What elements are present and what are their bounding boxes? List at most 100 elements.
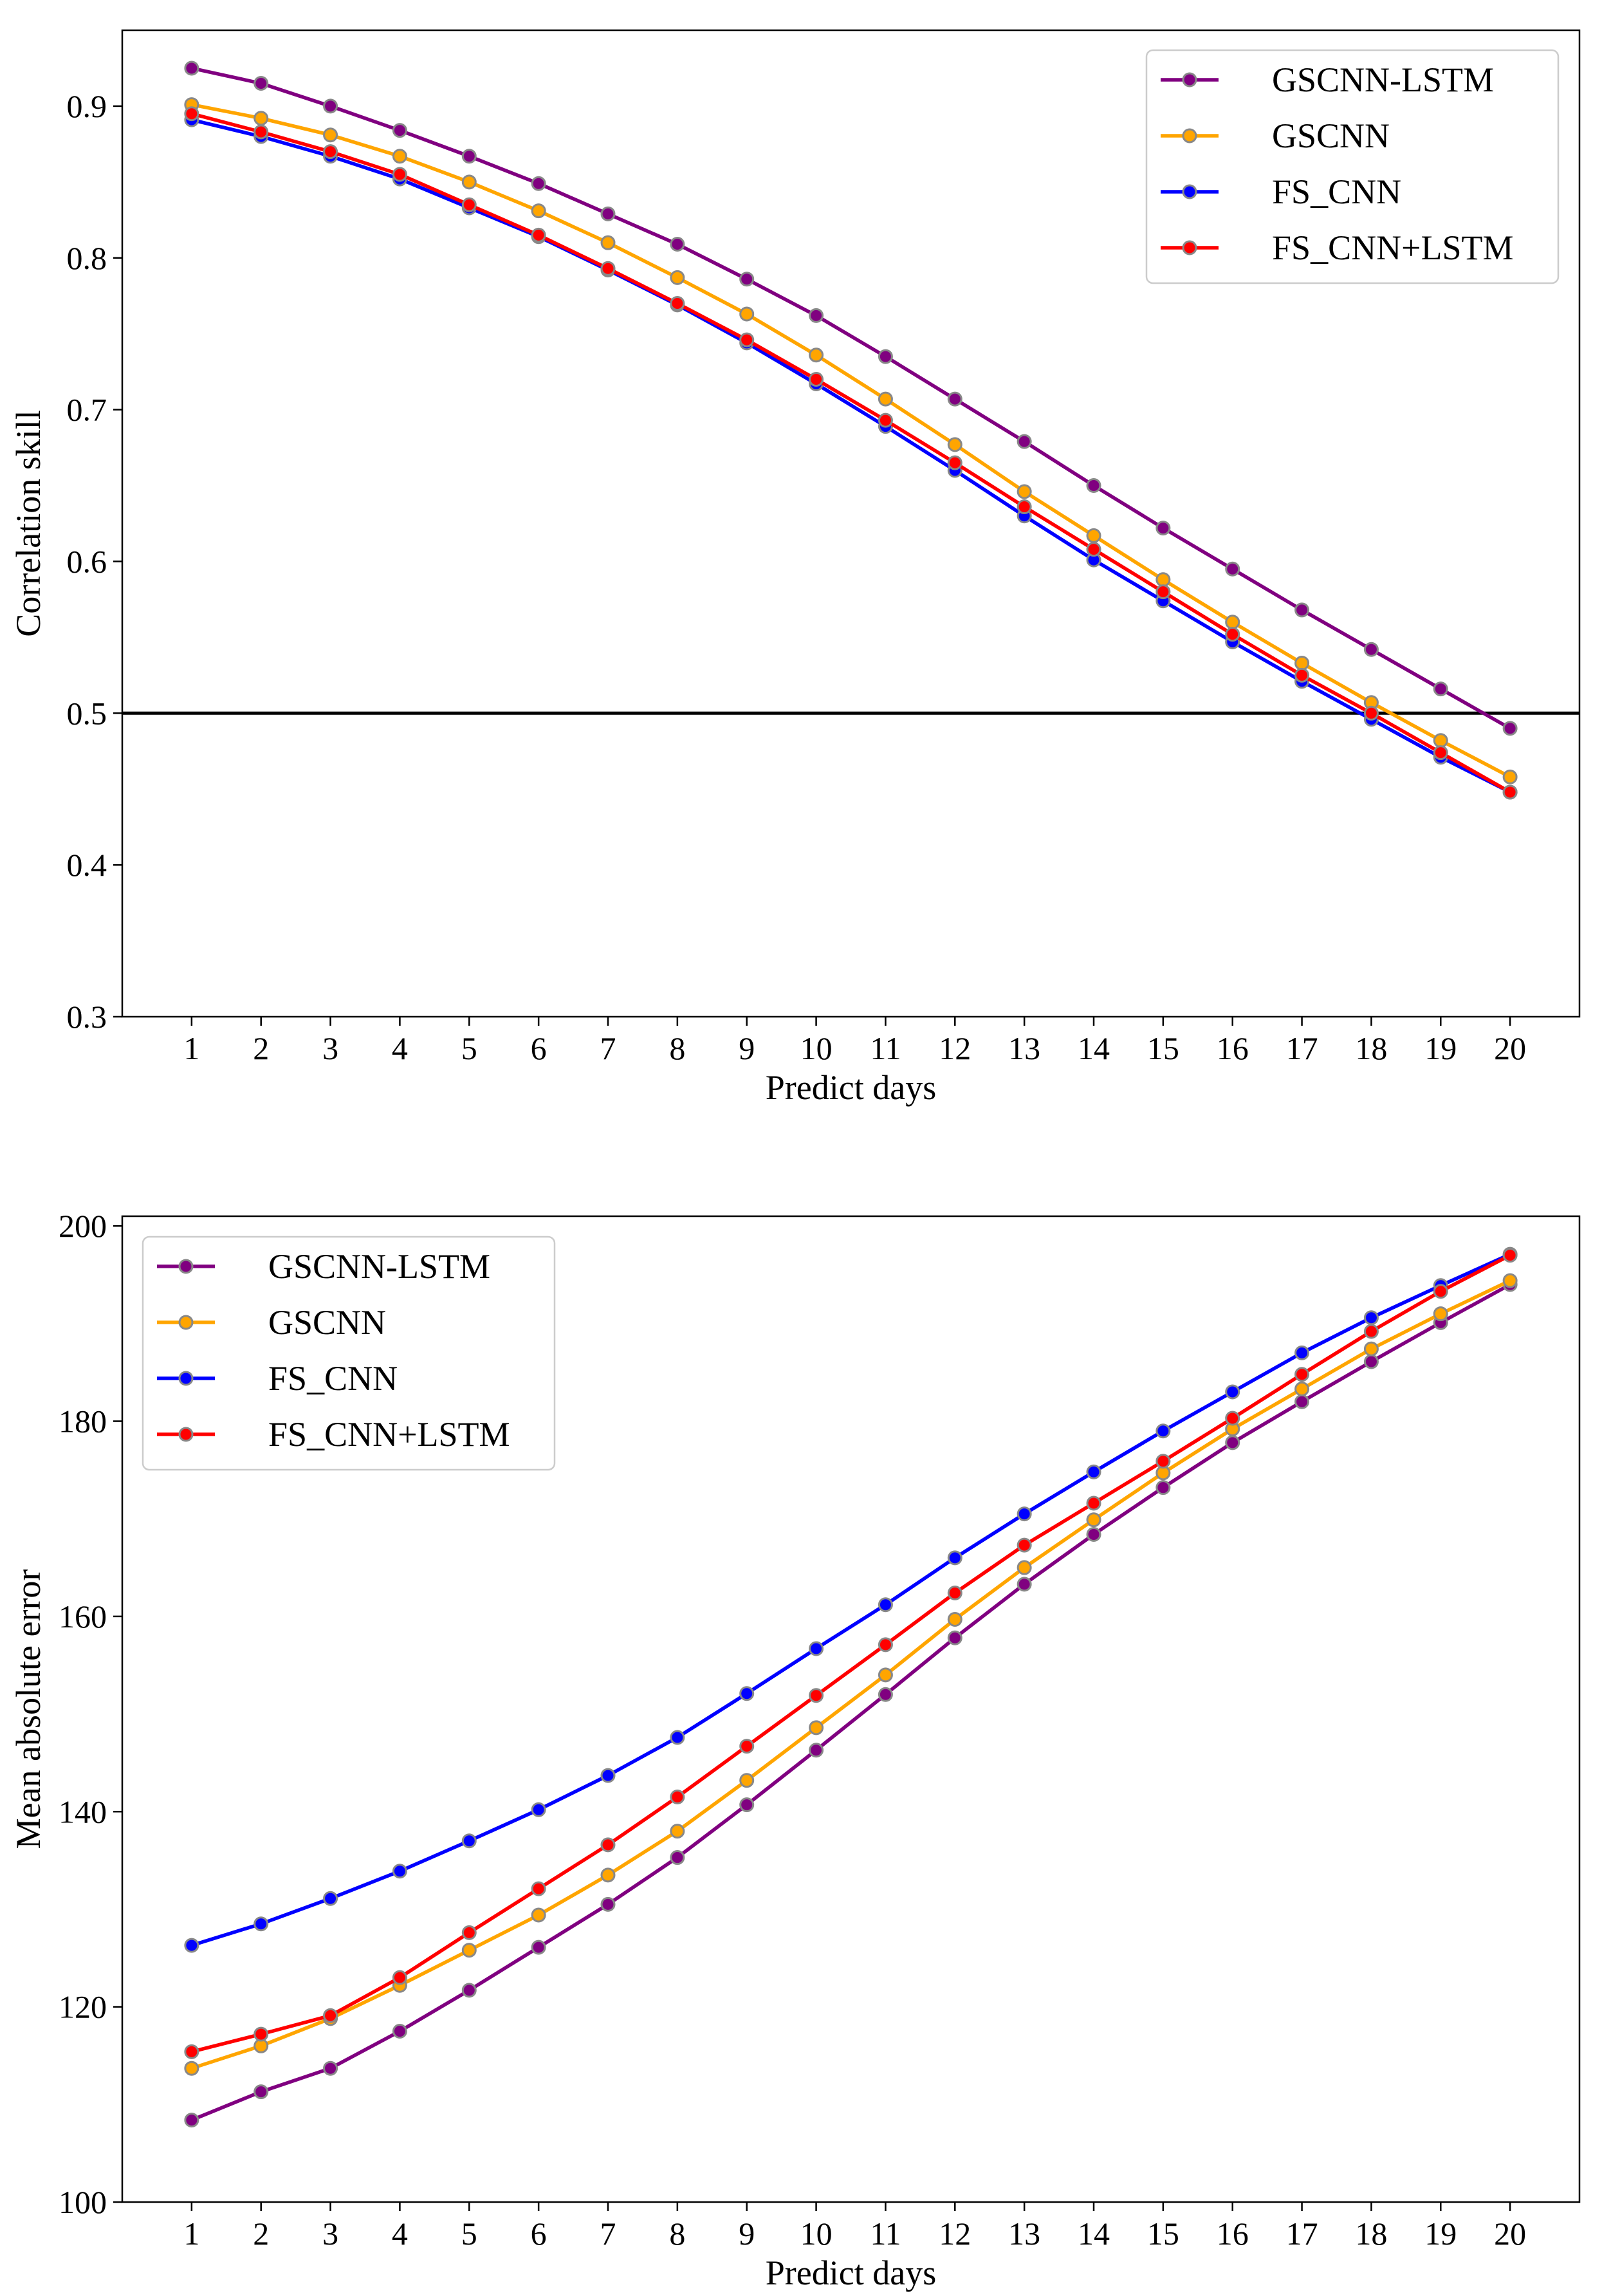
legend-label-fs-cnn-lstm: FS_CNN+LSTM (1272, 228, 1514, 267)
data-point-fs-cnn (600, 1768, 616, 1783)
y-tick-label: 180 (59, 1403, 107, 1440)
data-point-gscnn-lstm (184, 60, 199, 76)
data-point-fs-cnn (1086, 1464, 1101, 1479)
y-tick-label: 0.5 (67, 695, 107, 731)
data-point-fs-cnn-lstm (1294, 667, 1310, 683)
data-point-fs-cnn-lstm (1155, 584, 1171, 600)
x-tick-label: 5 (461, 1030, 477, 1066)
data-point-gscnn-lstm (323, 2060, 338, 2076)
data-point-fs-cnn-lstm (1363, 1324, 1379, 1339)
data-point-fs-cnn (947, 1550, 962, 1566)
data-point-gscnn (1502, 1273, 1518, 1288)
data-point-gscnn (809, 1720, 824, 1736)
data-point-gscnn-lstm (323, 98, 338, 114)
series-line-gscnn-lstm (191, 66, 1511, 730)
data-point-fs-cnn (1363, 1310, 1379, 1326)
x-tick-label: 5 (461, 2216, 477, 2252)
data-point-fs-cnn-lstm (461, 1925, 477, 1940)
x-tick-label: 12 (939, 1030, 971, 1066)
data-point-gscnn-lstm (184, 2113, 199, 2128)
y-tick-label: 200 (59, 1208, 107, 1244)
x-tick-label: 18 (1355, 2216, 1387, 2252)
x-tick-label: 4 (392, 2216, 408, 2252)
data-point-fs-cnn-lstm (184, 106, 199, 122)
data-point-fs-cnn-lstm (392, 167, 407, 182)
data-point-fs-cnn-lstm (1225, 1411, 1240, 1426)
data-point-fs-cnn-lstm (739, 1739, 755, 1754)
data-point-gscnn-lstm (809, 308, 824, 323)
data-point-fs-cnn-lstm (461, 197, 477, 212)
data-point-gscnn (1086, 1512, 1101, 1528)
data-point-fs-cnn-lstm (1502, 1248, 1518, 1263)
data-point-fs-cnn (1225, 1384, 1240, 1400)
series-line-fs-cnn (191, 118, 1511, 794)
x-tick-label: 2 (253, 1030, 269, 1066)
y-tick-label: 0.9 (67, 88, 107, 124)
y-tick-label: 160 (59, 1598, 107, 1634)
legend-marker-fs-cnn (178, 1371, 194, 1386)
data-point-fs-cnn-lstm (600, 261, 616, 276)
y-tick-label: 0.6 (67, 543, 107, 579)
data-point-gscnn-lstm (1155, 521, 1171, 536)
series-line-fs-cnn-lstm (191, 112, 1511, 794)
data-point-gscnn-lstm (1363, 1354, 1379, 1369)
plot-frame (121, 29, 1581, 1018)
legend-label-gscnn-lstm: GSCNN-LSTM (1272, 60, 1494, 99)
x-tick-label: 18 (1355, 1030, 1387, 1066)
y-tick-label: 140 (59, 1793, 107, 1829)
data-point-gscnn-lstm (1017, 434, 1032, 449)
x-tick-label: 11 (870, 2216, 901, 2252)
data-point-fs-cnn-lstm (392, 1970, 407, 1985)
data-point-fs-cnn-lstm (1086, 1495, 1101, 1511)
data-point-gscnn-lstm (1086, 478, 1101, 494)
data-point-fs-cnn-lstm (878, 1637, 893, 1653)
data-point-fs-cnn-lstm (600, 1837, 616, 1853)
x-tick-label: 13 (1008, 1030, 1040, 1066)
data-point-gscnn-lstm (531, 1940, 546, 1955)
data-point-gscnn (1363, 1341, 1379, 1356)
legend-marker-gscnn-lstm (1182, 72, 1197, 88)
x-tick-label: 17 (1286, 2216, 1318, 2252)
data-point-fs-cnn-lstm (1433, 745, 1448, 761)
data-point-fs-cnn-lstm (670, 296, 685, 311)
data-point-fs-cnn (1155, 1423, 1171, 1439)
data-point-gscnn (1433, 733, 1448, 748)
data-point-gscnn (1294, 655, 1310, 671)
data-point-gscnn-lstm (600, 206, 616, 221)
data-point-gscnn-lstm (739, 1797, 755, 1813)
data-point-gscnn-lstm (531, 176, 546, 191)
x-tick-label: 10 (800, 2216, 833, 2252)
data-point-gscnn (947, 437, 962, 452)
x-tick-label: 9 (739, 2216, 755, 2252)
data-point-gscnn-lstm (392, 123, 407, 138)
data-point-fs-cnn-lstm (1433, 1284, 1448, 1299)
data-point-gscnn-lstm (670, 237, 685, 252)
data-point-gscnn-lstm (1294, 602, 1310, 618)
data-point-gscnn (1086, 528, 1101, 543)
x-tick-label: 16 (1217, 1030, 1249, 1066)
data-point-gscnn-lstm (878, 1687, 893, 1702)
data-point-gscnn (253, 111, 269, 126)
data-point-gscnn-lstm (809, 1743, 824, 1758)
data-point-fs-cnn-lstm (809, 1688, 824, 1703)
x-tick-label: 1 (183, 2216, 199, 2252)
data-point-gscnn (323, 127, 338, 143)
x-tick-label: 8 (669, 2216, 685, 2252)
data-point-gscnn (1502, 769, 1518, 784)
data-point-gscnn-lstm (1225, 561, 1240, 577)
data-point-fs-cnn (253, 1916, 269, 1932)
data-point-gscnn (878, 391, 893, 407)
data-point-fs-cnn-lstm (531, 227, 546, 243)
series-line-fs-cnn (191, 1252, 1511, 1947)
x-tick-label: 6 (531, 2216, 547, 2252)
x-tick-label: 15 (1147, 1030, 1179, 1066)
data-point-fs-cnn (878, 1597, 893, 1613)
data-point-gscnn-lstm (739, 272, 755, 287)
data-point-fs-cnn (739, 1686, 755, 1701)
x-axis-label: Predict days (766, 2254, 936, 2292)
data-point-gscnn (461, 1943, 477, 1958)
data-point-fs-cnn-lstm (947, 455, 962, 470)
x-tick-label: 20 (1494, 1030, 1526, 1066)
